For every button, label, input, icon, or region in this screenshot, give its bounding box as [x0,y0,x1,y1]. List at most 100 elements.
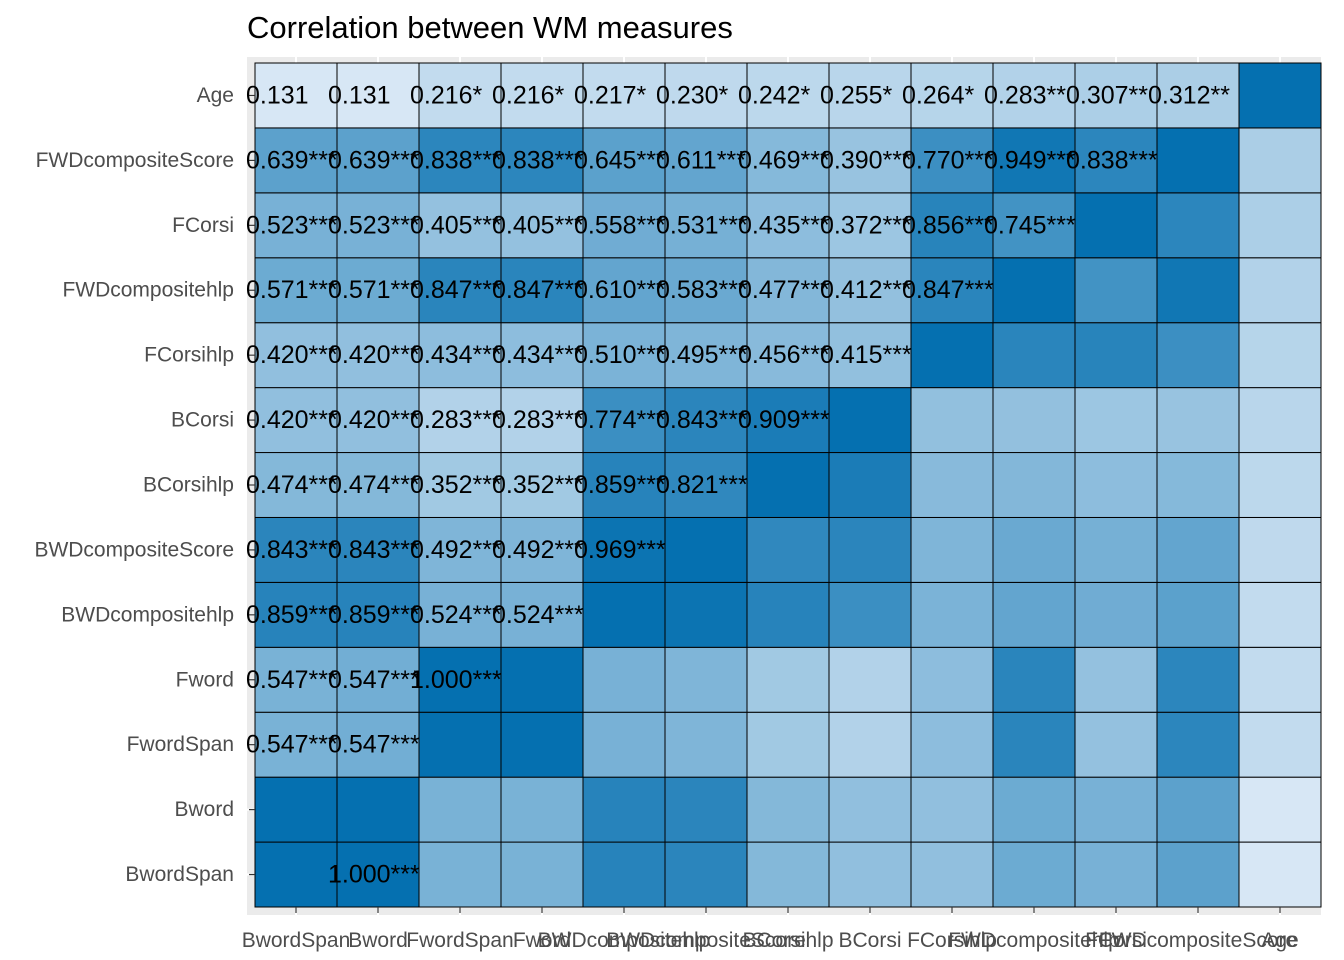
cell-value-label: 1.000*** [410,666,502,694]
cell-value-label: 0.435*** [738,211,830,239]
heatmap-cell [992,322,1076,389]
heatmap-cell [336,841,420,908]
cell-value-label: 0.909*** [738,406,830,434]
cell-value-label: 0.510*** [574,341,666,369]
chart-title: Correlation between WM measures [247,10,733,45]
y-tick-label: Bword [174,798,234,821]
heatmap-cell [336,516,420,583]
heatmap-cell [910,127,994,194]
cell-value-label: 0.547*** [246,666,338,694]
x-tick-label: BwordSpan [242,929,351,952]
heatmap-cell [500,776,584,843]
heatmap-cell [418,387,502,454]
y-tick-label: FCorsi [172,214,234,237]
cell-value-label: 0.420*** [246,406,338,434]
heatmap-cell [336,452,420,518]
y-tick-label: FWDcompositehlp [62,279,234,302]
heatmap-cell [910,192,994,259]
cell-value-label: 0.352*** [410,471,502,499]
heatmap-cell [1238,192,1322,259]
cell-value-label: 0.372*** [820,211,912,239]
y-tick-label: BWDcompositehlp [61,603,234,626]
cell-value-label: 0.264* [902,81,975,109]
cell-value-label: 0.859*** [328,601,420,629]
heatmap-cell [582,776,666,843]
cell-value-label: 0.843*** [656,406,748,434]
heatmap-cell [746,192,830,259]
cell-value-label: 0.230* [656,81,729,109]
heatmap-cell [992,581,1076,648]
cell-value-label: 0.838*** [492,146,584,174]
heatmap-cell [664,841,748,908]
heatmap-cell [746,452,830,518]
heatmap-cell [746,841,830,908]
heatmap-cell [664,646,748,713]
y-tick-label: BWDcompositeScore [34,538,234,561]
cell-value-label: 0.774*** [574,406,666,434]
cell-value-label: 0.390*** [820,146,912,174]
cell-value-label: 0.405*** [492,211,584,239]
heatmap-cell [910,62,994,129]
heatmap-cell [500,127,584,194]
heatmap-cell [418,62,502,129]
heatmap-cells [254,62,1322,908]
heatmap-cell [992,646,1076,713]
cell-value-label: 0.131 [246,81,309,109]
heatmap-cell [582,841,666,908]
heatmap-cell [500,192,584,259]
heatmap-cell [664,322,748,389]
heatmap-cell [500,581,584,648]
cell-value-labels: 1.000***0.547***0.547***0.547***0.547***… [246,81,1230,888]
heatmap-cell [746,62,830,129]
heatmap-cell [1238,646,1322,713]
heatmap-cell [254,516,338,583]
heatmap-cell [828,62,912,129]
heatmap-cell [582,516,666,583]
heatmap-cell [336,322,420,389]
heatmap-cell [582,581,666,648]
heatmap-cell [992,711,1076,778]
heatmap-cell [1238,581,1322,648]
cell-value-label: 0.474*** [246,471,338,499]
cell-value-label: 0.283** [984,81,1066,109]
y-tick-label: BwordSpan [125,863,234,886]
cell-value-label: 0.838*** [1066,146,1158,174]
heatmap-cell [1156,841,1240,908]
heatmap-cell [1156,452,1240,518]
heatmap-cell [418,516,502,583]
heatmap-cell [992,127,1076,194]
cell-value-label: 0.610*** [574,276,666,304]
x-tick-label: FWDcompositehlp [948,929,1120,952]
heatmap-cell [582,387,666,454]
cell-value-label: 0.456*** [738,341,830,369]
cell-value-label: 0.216* [410,81,483,109]
heatmap-cell [664,776,748,843]
cell-value-label: 0.571*** [328,276,420,304]
cell-value-label: 0.547*** [246,731,338,759]
heatmap-cell [992,257,1076,324]
heatmap-cell [910,646,994,713]
heatmap-cell [1238,127,1322,194]
heatmap-cell [1074,452,1158,518]
cell-value-label: 0.477*** [738,276,830,304]
heatmap-cell [1156,581,1240,648]
cell-value-label: 0.217* [574,81,647,109]
cell-value-label: 1.000*** [328,861,420,889]
heatmap-cell [336,387,420,454]
x-tick-label: FCorsihlp [907,929,997,952]
cell-value-label: 0.255* [820,81,893,109]
cell-value-label: 0.745*** [984,211,1076,239]
heatmap-cell [1156,257,1240,324]
cell-value-label: 0.770*** [902,146,994,174]
heatmap-cell [910,387,994,454]
heatmap-cell [1074,192,1158,259]
cell-value-label: 0.420*** [328,341,420,369]
y-axis: BwordSpan Bword FwordSpan Fword BWDcomposite… [34,84,255,886]
heatmap-cell [500,646,584,713]
heatmap-cell [746,776,830,843]
cell-value-label: 0.283*** [410,406,502,434]
heatmap-cell [828,646,912,713]
heatmap-cell [746,127,830,194]
heatmap-cell [254,192,338,259]
cell-value-label: 0.283*** [492,406,584,434]
